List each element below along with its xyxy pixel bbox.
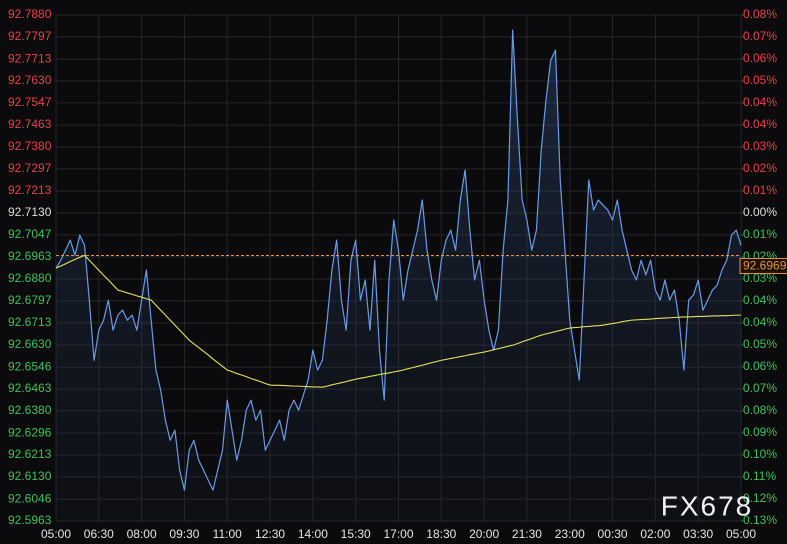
y2-tick-label: 0.07% (743, 381, 777, 395)
y-tick-label: 92.6797 (8, 293, 52, 307)
y2-tick-label: 0.03% (743, 271, 777, 285)
plot (55, 29, 742, 522)
y2-tick-label: 0.05% (743, 73, 777, 87)
x-tick-label: 14:00 (298, 527, 328, 541)
y-tick-label: 92.6463 (8, 381, 52, 395)
y-tick-label: 92.7463 (8, 117, 52, 131)
x-tick-label: 02:00 (640, 527, 670, 541)
x-tick-label: 11:00 (213, 527, 242, 541)
y2-tick-label: 0.04% (743, 293, 777, 307)
y2-tick-label: 0.10% (743, 447, 777, 461)
y-tick-label: 92.6130 (8, 469, 52, 483)
y-tick-label: 92.6296 (8, 425, 52, 439)
y-tick-label: 92.6380 (8, 403, 52, 417)
x-tick-label: 20:00 (469, 527, 499, 541)
x-tick-label: 08:00 (127, 527, 157, 541)
y-tick-label: 92.5963 (8, 513, 52, 527)
y-tick-label: 92.6713 (8, 315, 52, 329)
y-tick-label: 92.7380 (8, 139, 52, 153)
last-price-label: 92.6969 (743, 259, 787, 273)
y-tick-label: 92.7630 (8, 73, 52, 87)
y-tick-label: 92.6213 (8, 447, 52, 461)
area (56, 30, 741, 522)
y2-tick-label: 0.04% (743, 117, 777, 131)
x-tick-label: 00:30 (598, 527, 628, 541)
y2-tick-label: 0.05% (743, 337, 777, 351)
y-tick-label: 92.7547 (8, 95, 52, 109)
y2-tick-label: 0.01% (743, 183, 777, 197)
y-tick-label: 92.7880 (8, 7, 52, 21)
x-tick-label: 18:30 (426, 527, 456, 541)
y2-tick-label: 0.06% (743, 51, 777, 65)
y2-tick-label: 0.04% (743, 315, 777, 329)
y2-tick-label: 0.09% (743, 425, 777, 439)
x-tick-label: 23:00 (555, 527, 585, 541)
y2-tick-label: 0.11% (743, 469, 776, 483)
last-price-box (739, 257, 787, 274)
y2-tick-label: 0.03% (743, 139, 777, 153)
x-tick-label: 03:30 (683, 527, 713, 541)
price-line (55, 29, 742, 491)
watermark: FX678 (661, 490, 754, 521)
y-tick-label: 92.7713 (8, 51, 52, 65)
x-tick-label: 15:30 (341, 527, 371, 541)
x-tick-label: 12:30 (255, 527, 285, 541)
y2-tick-label: 0.12% (743, 491, 777, 505)
axes: 92.7880 92.7797 92.7713 92.7630 92.7547 92.74… (8, 7, 787, 541)
y-tick-label: 92.7047 (8, 227, 52, 241)
y2-tick-label: 0.02% (743, 161, 777, 175)
y2-tick-label: 0.04% (743, 95, 777, 109)
y-tick-label: 92.6546 (8, 359, 52, 373)
y2-tick-label: 0.08% (743, 7, 777, 21)
y2-tick-label: 0.13% (743, 513, 777, 527)
x-tick-label: 09:30 (169, 527, 199, 541)
x-tick-label: 21:30 (512, 527, 542, 541)
y-tick-label: 92.6880 (8, 271, 52, 285)
y-tick-label: 92.7130 (8, 205, 52, 219)
y-tick-label: 92.7213 (8, 183, 52, 197)
y2-tick-label: 0.00% (743, 205, 777, 219)
y-tick-label: 92.6046 (8, 491, 52, 505)
x-tick-label: 05:00 (41, 527, 71, 541)
y2-tick-label: 0.01% (743, 227, 777, 241)
y-tick-label: 92.7297 (8, 161, 52, 175)
y2-tick-label: 0.07% (743, 29, 777, 43)
y2-tick-label: 0.08% (743, 403, 777, 417)
y-tick-label: 92.6630 (8, 337, 52, 351)
x-tick-label: 05:00 (726, 527, 756, 541)
x-tick-label: 06:30 (84, 527, 114, 541)
y-tick-label: 92.7797 (8, 29, 52, 43)
y-tick-label: 92.6963 (8, 249, 52, 263)
x-tick-label: 17:00 (383, 527, 413, 541)
y2-tick-label: 0.06% (743, 359, 777, 373)
average-line (55, 254, 741, 388)
